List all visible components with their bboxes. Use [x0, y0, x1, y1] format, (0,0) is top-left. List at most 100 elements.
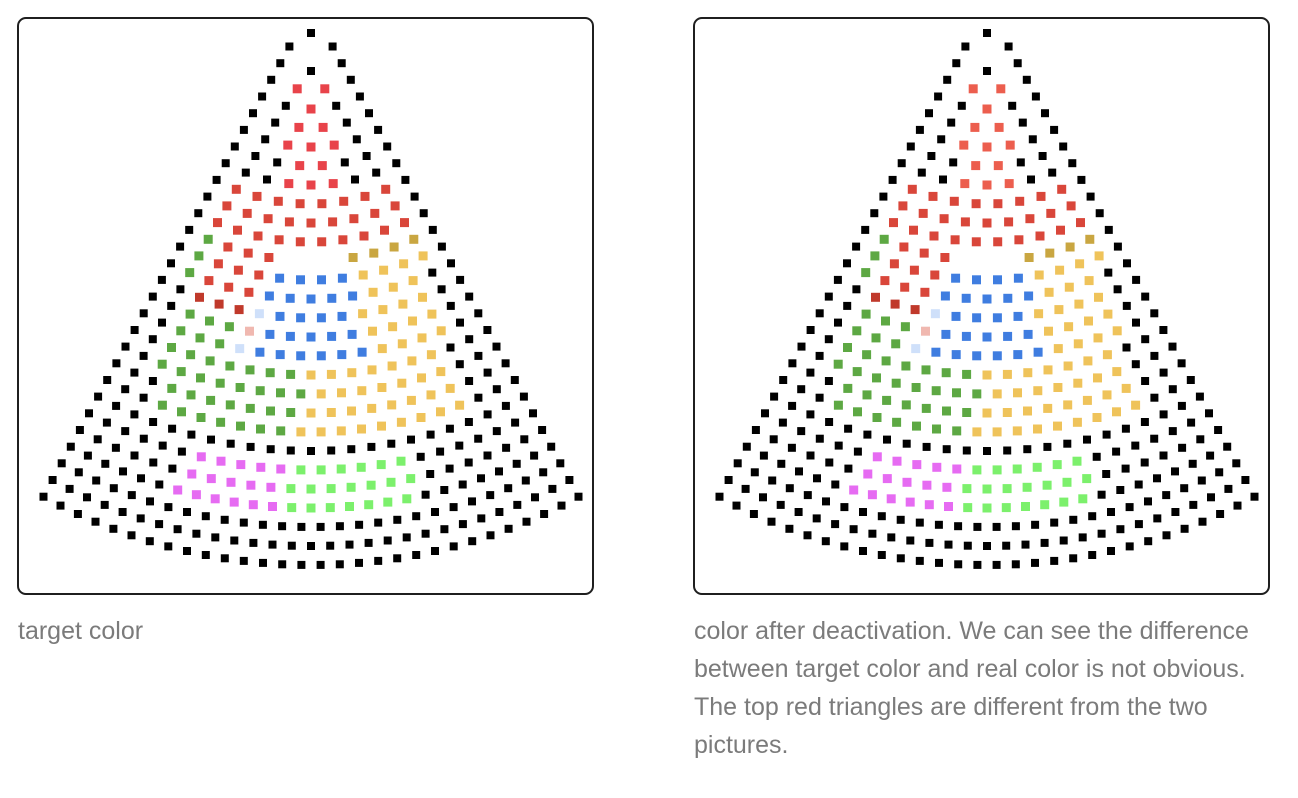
dot-black-365 [1031, 520, 1040, 529]
dot-black-434 [557, 501, 566, 510]
dot-green-232 [177, 407, 186, 417]
dot-gold-144 [368, 326, 377, 336]
dot-black-0 [307, 29, 315, 37]
dot-black-353 [803, 491, 812, 500]
dot-gold-242 [1053, 421, 1062, 431]
dot-black-406 [39, 492, 48, 501]
dot-black-34 [362, 152, 371, 160]
dot-black-0 [983, 29, 991, 37]
dot-red-dark-121 [234, 305, 244, 315]
dot-red-top-25 [1005, 140, 1015, 150]
dot-blue-94 [296, 275, 305, 285]
dot-red-mid-52 [1036, 191, 1046, 201]
dot-black-272 [1195, 392, 1204, 401]
dot-black-405 [565, 476, 574, 484]
dot-blue-139 [941, 329, 951, 339]
dot-blue-93 [951, 273, 961, 283]
dot-magenta-328 [849, 485, 859, 495]
dot-black-397 [1097, 529, 1106, 538]
dot-black-102 [167, 259, 175, 268]
dot-gold-180 [367, 365, 377, 375]
dot-gold-165 [1112, 326, 1122, 336]
sector-dot-diagram-target [39, 29, 583, 569]
dot-black-428 [449, 542, 458, 551]
dot-red-mid-47 [928, 191, 938, 201]
dot-gold-220 [367, 403, 377, 413]
dot-gold-147 [1103, 309, 1113, 319]
dot-red-mid-60 [982, 218, 992, 228]
dot-red-dark-119 [871, 292, 880, 302]
dot-blue-142 [1003, 331, 1013, 341]
dot-black-413 [840, 542, 849, 551]
dot-black-291 [1112, 447, 1121, 456]
dot-gold-203 [436, 367, 446, 377]
dot-black-409 [91, 517, 100, 526]
dot-blue-125 [316, 313, 326, 323]
dot-black-424 [1050, 556, 1059, 565]
dot-red-mid-49 [971, 199, 981, 209]
dot-black-384 [173, 525, 182, 534]
dot-gold-202 [417, 373, 426, 383]
dot-magenta-305 [902, 477, 912, 487]
dot-black-385 [868, 529, 877, 538]
dot-black-297 [75, 426, 84, 434]
dot-black-393 [1021, 540, 1030, 549]
dot-gold-182 [1083, 356, 1093, 366]
dot-blue-109 [982, 294, 992, 304]
dot-black-204 [1131, 360, 1140, 369]
dot-green-210 [167, 383, 177, 393]
dot-black-358 [896, 515, 905, 524]
dot-blue-125 [992, 313, 1002, 323]
dot-gold-dark-86 [409, 234, 419, 244]
dot-green-212 [206, 395, 216, 405]
dot-black-148 [446, 301, 455, 310]
dot-black-431 [504, 524, 513, 533]
dot-red-mid-106 [920, 287, 930, 297]
dot-gold-177 [306, 370, 316, 380]
dot-green-135 [185, 309, 195, 319]
dot-green-189 [833, 359, 843, 369]
dot-red-mid-92 [254, 270, 264, 280]
dot-green-137 [900, 322, 910, 332]
dot-green-174 [245, 365, 255, 375]
dot-black-263 [1023, 445, 1032, 454]
dot-gold-183 [1102, 350, 1112, 360]
dot-black-375 [1215, 468, 1224, 477]
dot-gold-164 [1093, 333, 1103, 343]
dot-black-391 [307, 542, 315, 550]
dot-green-192 [891, 378, 901, 388]
dot-red-mid-63 [370, 208, 380, 218]
dot-black-365 [355, 520, 364, 529]
dot-black-29 [927, 152, 936, 160]
dot-black-295 [511, 418, 520, 427]
dot-blue-126 [1013, 311, 1023, 321]
dot-black-274 [102, 418, 111, 427]
dot-gold-dark-85 [1065, 242, 1075, 252]
dot-green-136 [205, 316, 214, 326]
dot-red-mid-70 [274, 235, 284, 245]
dot-lime-288 [1052, 460, 1062, 470]
dot-black-261 [307, 447, 315, 455]
dot-black-188 [815, 351, 824, 360]
dot-green-216 [962, 408, 972, 417]
dot-black-251 [112, 401, 121, 410]
dot-black-374 [521, 476, 530, 485]
dot-blue-141 [982, 332, 992, 342]
dot-black-429 [1144, 537, 1153, 546]
dot-red-dark-120 [890, 299, 900, 309]
dot-black-392 [326, 541, 335, 550]
dot-gold-197 [316, 389, 326, 399]
dot-black-322 [66, 442, 75, 451]
dot-black-300 [806, 451, 815, 460]
dot-black-5 [337, 59, 346, 68]
dot-gold-202 [1093, 373, 1102, 383]
dot-black-229 [797, 385, 806, 394]
dot-black-275 [121, 427, 130, 436]
dot-green-195 [276, 388, 285, 398]
dot-lime-335 [982, 503, 992, 513]
dot-black-323 [759, 451, 768, 460]
dot-blue-109 [306, 294, 316, 304]
dot-black-26 [352, 135, 361, 144]
dot-black-167 [1150, 309, 1159, 318]
dot-black-435 [1250, 492, 1259, 501]
